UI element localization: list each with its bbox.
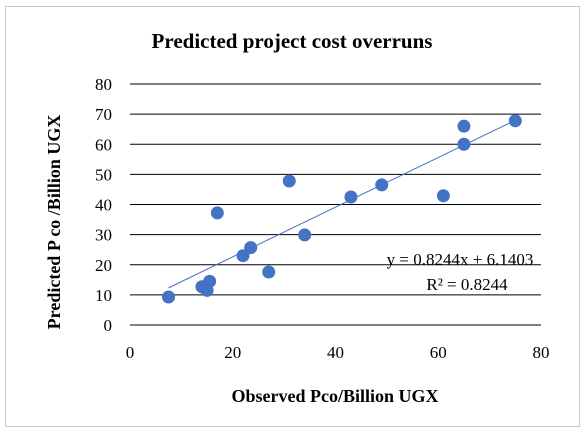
data-point-13 <box>436 189 450 203</box>
x-tick-80: 80 <box>533 343 550 362</box>
data-point-12 <box>375 178 389 192</box>
x-tick-labels: 0 20 40 60 80 <box>126 343 550 362</box>
data-point-11 <box>344 190 358 204</box>
r-squared-label: R² = 0.8244 <box>426 275 508 294</box>
trendline <box>168 119 516 289</box>
chart-frame <box>5 6 580 427</box>
data-point-10 <box>298 228 312 242</box>
y-tick-10: 10 <box>95 286 112 305</box>
y-tick-70: 70 <box>95 105 112 124</box>
data-points <box>162 114 522 304</box>
data-point-8 <box>262 265 276 279</box>
x-tick-0: 0 <box>126 343 135 362</box>
y-axis-label: Predicted P co /Billion UGX <box>44 115 64 330</box>
x-tick-20: 20 <box>224 343 241 362</box>
y-tick-40: 40 <box>95 196 112 215</box>
x-tick-60: 60 <box>430 343 447 362</box>
data-point-14 <box>457 137 471 151</box>
chart-title: Predicted project cost overruns <box>152 29 433 53</box>
data-point-7 <box>244 241 258 255</box>
y-tick-labels: 0 10 20 30 40 50 60 70 80 <box>95 75 112 335</box>
x-axis-label: Observed Pco/Billion UGX <box>232 386 439 406</box>
y-tick-20: 20 <box>95 256 112 275</box>
x-tick-40: 40 <box>327 343 344 362</box>
data-point-9 <box>282 174 296 188</box>
y-tick-0: 0 <box>104 316 113 335</box>
gridlines <box>130 83 541 296</box>
data-point-15 <box>457 119 471 133</box>
data-point-6 <box>236 249 250 263</box>
y-tick-80: 80 <box>95 75 112 94</box>
y-tick-30: 30 <box>95 226 112 245</box>
trendline-equation: y = 0.8244x + 6.1403 <box>387 250 534 269</box>
data-point-16 <box>508 114 522 128</box>
data-point-4 <box>203 274 217 288</box>
y-tick-50: 50 <box>95 165 112 184</box>
y-tick-60: 60 <box>95 135 112 154</box>
data-point-5 <box>210 206 224 220</box>
data-point-1 <box>162 290 176 304</box>
